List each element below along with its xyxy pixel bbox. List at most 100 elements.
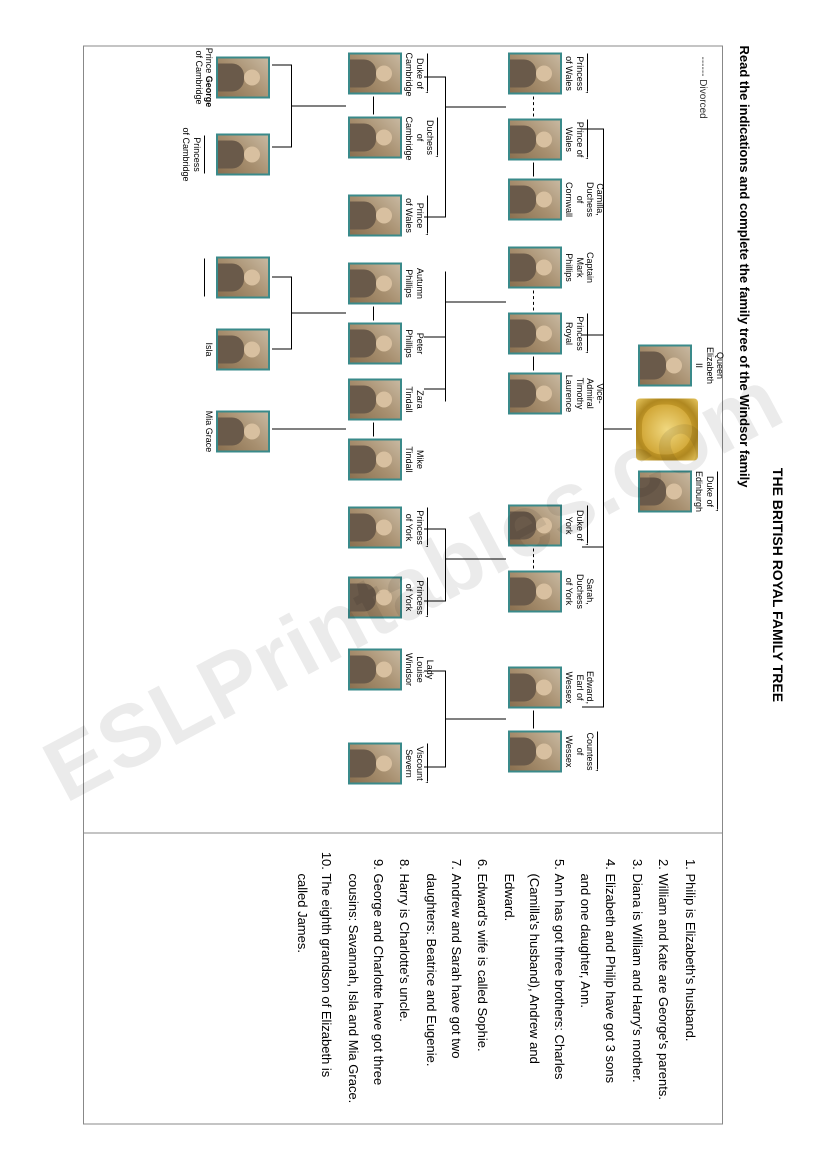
portrait-william	[348, 52, 402, 94]
node-savannah	[202, 252, 270, 302]
node-crest	[636, 398, 698, 460]
label-edward2: Earl of Wessex	[564, 671, 584, 703]
portrait-george	[216, 56, 270, 98]
node-charlotte: Princessof Cambridge	[181, 122, 270, 186]
royal-crest	[636, 398, 698, 460]
portrait-charles	[508, 118, 562, 160]
blank[interactable]	[204, 135, 214, 173]
blank[interactable]	[427, 53, 437, 91]
node-camilla: Camilla,Duchess of Cornwall	[506, 178, 562, 220]
portrait-andrew	[508, 504, 562, 546]
portrait-philip	[638, 470, 692, 512]
instruction: Read the indications and complete the fa…	[737, 45, 752, 1124]
clue-item: Philip is Elizabeth's husband.	[677, 873, 702, 1105]
node-sarah: Sarah,Duchess of York	[506, 570, 562, 612]
portrait-elizabeth	[638, 344, 692, 386]
portrait-edward	[508, 666, 562, 708]
portrait-eugenie	[348, 576, 402, 618]
portrait-diana	[508, 52, 562, 94]
worksheet-frame: ------ Divorced Queen Elizabeth II ,Duke…	[83, 45, 723, 1124]
label-mark2: Phillips	[564, 253, 574, 282]
node-philip: ,Duke of Edinburgh	[636, 470, 692, 512]
node-kate: ,Duchess ofCambridge	[346, 116, 402, 158]
portrait-james	[348, 742, 402, 784]
blank[interactable]	[587, 505, 597, 543]
clue-item: Edward's wife is called Sophie.	[470, 873, 495, 1105]
portrait-mia	[216, 410, 270, 452]
node-timothy: Vice-AdmiralTimothy Laurence	[506, 372, 562, 414]
portrait-sophie	[508, 730, 562, 772]
portrait-camilla	[508, 178, 562, 220]
node-mia: Mia Grace	[204, 404, 270, 458]
label-camilla: Camilla,	[595, 183, 605, 216]
page-title: THE BRITISH ROYAL FAMILY TREE	[770, 45, 786, 1124]
label-elizabeth: Queen Elizabeth II	[694, 344, 725, 386]
portrait-mark	[508, 246, 562, 288]
portrait-anne	[508, 312, 562, 354]
blank[interactable]	[427, 195, 437, 233]
blank[interactable]	[204, 258, 214, 296]
portrait-louise	[348, 648, 402, 690]
label-sarah2: Duchess of York	[564, 573, 584, 608]
node-zara: ZaraTindall	[346, 378, 402, 420]
portrait-harry	[348, 194, 402, 236]
legend-divorced: ------ Divorced	[697, 56, 708, 822]
blank[interactable]	[587, 313, 597, 351]
clue-item: Ann has got three brothers: Charles (Cam…	[497, 873, 571, 1105]
blank[interactable]	[427, 507, 437, 545]
label-anne: Princess Royal	[564, 316, 584, 351]
node-diana: ,Princess of Wales	[506, 52, 562, 94]
label-charles: Prince of Wales	[564, 121, 584, 157]
label-sophie: Countess of	[575, 732, 595, 770]
node-james: ,ViscountSevern	[346, 742, 402, 784]
node-autumn: AutumnPhillips	[346, 262, 402, 304]
node-louise: Lady LouiseWindsor	[346, 648, 402, 690]
blank[interactable]	[437, 117, 447, 155]
portrait-sarah	[508, 570, 562, 612]
node-beatrice: ,Princessof York	[346, 506, 402, 548]
family-tree: ------ Divorced Queen Elizabeth II ,Duke…	[84, 46, 722, 833]
label-mark: Captain Mark	[575, 251, 595, 282]
node-andrew: ,Duke of York	[506, 504, 562, 546]
node-sophie: ,Countess ofWessex	[506, 730, 562, 772]
node-anne: ,Princess Royal	[506, 312, 562, 354]
node-mike: MikeTindall	[346, 438, 402, 480]
blank[interactable]	[587, 119, 597, 157]
portrait-charlotte	[216, 133, 270, 175]
label-camilla2: Duchess of Cornwall	[564, 181, 595, 216]
label-diana: Princess of Wales	[564, 56, 584, 91]
portrait-kate	[348, 116, 402, 158]
portrait-beatrice	[348, 506, 402, 548]
label-mia: Mia Grace	[204, 404, 214, 458]
node-mark: Captain MarkPhillips	[506, 246, 562, 288]
clue-item: Andrew and Sarah have got two daughters:…	[418, 873, 467, 1105]
blank[interactable]	[427, 743, 437, 781]
clue-item: The eighth grandson of Elizabeth is call…	[289, 873, 338, 1105]
node-charles: ,Prince of Wales	[506, 118, 562, 160]
node-isla: Isla	[204, 324, 270, 374]
clues-list: Philip is Elizabeth's husband.William an…	[84, 833, 722, 1123]
label-timothy: Vice-Admiral	[585, 378, 605, 409]
node-harry: ,Princeof Wales	[346, 194, 402, 236]
clue-item: Harry is Charlotte's uncle.	[392, 873, 417, 1105]
blank[interactable]	[587, 53, 597, 91]
portrait-mike	[348, 438, 402, 480]
label-timothy2: Timothy Laurence	[564, 374, 584, 412]
clue-item: George and Charlotte have got three cous…	[340, 873, 389, 1105]
portrait-timothy	[508, 372, 562, 414]
blank[interactable]	[427, 577, 437, 615]
clue-item: Elizabeth and Philip have got 3 sons and…	[573, 873, 622, 1105]
node-william: ,Duke ofCambridge	[346, 52, 402, 94]
label-edward: Edward,	[585, 670, 595, 703]
clue-item: Diana is William and Harry's mother.	[624, 873, 649, 1105]
node-peter: PeterPhillips	[346, 322, 402, 364]
clue-item: William and Kate are George's parents.	[651, 873, 676, 1105]
blank[interactable]	[717, 471, 727, 509]
portrait-autumn	[348, 262, 402, 304]
portrait-peter	[348, 322, 402, 364]
blank[interactable]	[597, 731, 607, 769]
portrait-zara	[348, 378, 402, 420]
label-andrew: Duke of York	[564, 509, 584, 540]
node-george: Prince Georgeof Cambridge	[193, 42, 270, 112]
portrait-isla	[216, 328, 270, 370]
